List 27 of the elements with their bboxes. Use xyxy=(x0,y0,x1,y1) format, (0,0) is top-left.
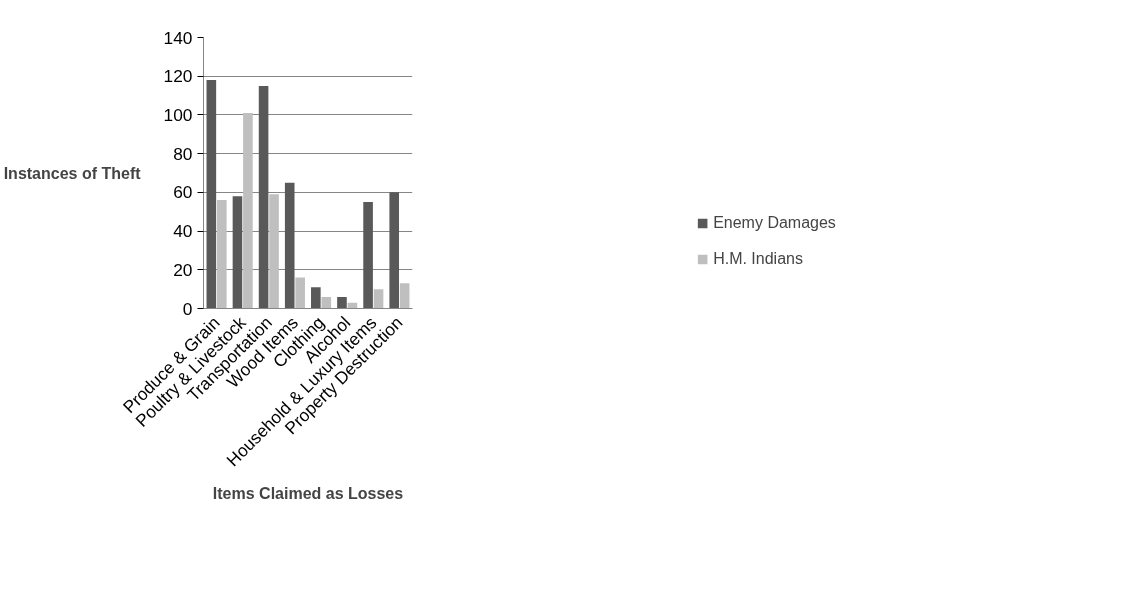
bar xyxy=(399,283,410,309)
bar xyxy=(216,200,227,309)
y-tick-label: 140 xyxy=(163,27,193,48)
bar xyxy=(269,194,279,309)
legend-label: H.M. Indians xyxy=(713,250,803,268)
bar xyxy=(284,182,295,309)
bar xyxy=(243,112,253,309)
y-tick-label: 100 xyxy=(163,104,193,125)
bar xyxy=(363,202,373,309)
y-tick-label: 20 xyxy=(173,259,193,280)
bar xyxy=(311,287,321,309)
bar xyxy=(321,296,332,309)
legend-label: Enemy Damages xyxy=(713,214,836,232)
bar xyxy=(337,296,347,309)
bar xyxy=(295,277,305,309)
bar xyxy=(258,85,269,309)
y-tick-label: 120 xyxy=(163,66,193,87)
bar xyxy=(389,192,400,309)
y-tick-label: 60 xyxy=(173,182,193,203)
bar xyxy=(373,289,384,309)
y-tick-label: 80 xyxy=(173,143,193,164)
y-tick-label: 0 xyxy=(182,298,193,319)
y-tick-label: 40 xyxy=(173,221,193,242)
bar xyxy=(232,196,243,309)
y-axis-title: Instances of Theft xyxy=(3,164,142,182)
x-axis-title: Items Claimed as Losses xyxy=(212,485,404,503)
bar xyxy=(206,80,217,309)
